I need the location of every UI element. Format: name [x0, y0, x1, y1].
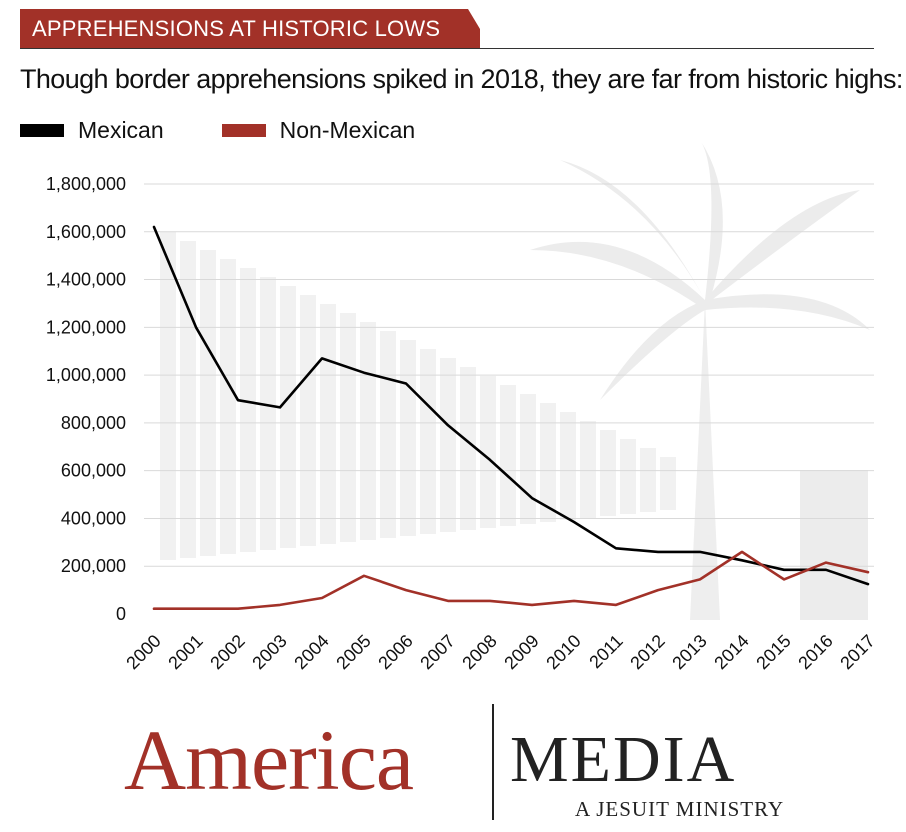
fence-panel: [160, 232, 176, 560]
x-tick-label: 2016: [794, 631, 836, 673]
legend-swatch-mexican: [20, 123, 64, 137]
fence-panel: [560, 412, 576, 520]
logo-america-wordmark: America: [124, 712, 414, 808]
x-tick-label: 2003: [248, 631, 290, 673]
x-tick-label: 2017: [836, 631, 878, 673]
fence-panel: [320, 304, 336, 544]
fence-panel: [660, 457, 676, 510]
legend-swatch-non-mexican: [221, 123, 266, 137]
fence-panel: [280, 286, 296, 548]
line-chart: 0 200,000 400,000 600,000 800,000 1,000,000 1,…: [46, 140, 879, 673]
x-tick-label: 2009: [500, 631, 542, 673]
chart-subtitle: Though border apprehensions spiked in 20…: [20, 64, 903, 94]
chart-banner: APPREHENSIONS AT HISTORIC LOWS: [20, 9, 480, 49]
x-tick-label: 2007: [416, 631, 458, 673]
fence-panel: [180, 241, 196, 558]
palm-frond: [700, 140, 723, 300]
america-media-logo: America MEDIA A JESUIT MINISTRY: [0, 700, 906, 832]
x-tick-label: 2001: [164, 631, 206, 673]
y-tick-label: 1,400,000: [46, 270, 126, 290]
fence-panel: [480, 376, 496, 528]
fence-panel: [600, 430, 616, 516]
x-tick-label: 2000: [122, 631, 164, 673]
fence-panel: [540, 403, 556, 522]
x-tick-label: 2008: [458, 631, 500, 673]
fence-panel: [620, 439, 636, 514]
fence-panel: [340, 313, 356, 542]
y-axis-tick-labels: 0 200,000 400,000 600,000 800,000 1,000,000 1,…: [46, 174, 126, 624]
fence-panel: [520, 394, 536, 524]
fence-panel: [360, 322, 376, 540]
y-tick-label: 600,000: [61, 461, 126, 481]
y-tick-label: 0: [116, 604, 126, 624]
logo-media-wordmark: MEDIA: [510, 723, 737, 796]
legend-item-non-mexican: Non-Mexican: [221, 116, 416, 144]
x-tick-label: 2004: [290, 631, 332, 673]
x-axis-tick-labels: 2000 2001 2002 2003 2004 2005 2006 2007 2008 2009…: [122, 631, 878, 673]
fence-panel: [440, 358, 456, 532]
logo-tagline: A JESUIT MINISTRY: [575, 797, 785, 821]
series-line-non-mexican: [152, 550, 870, 611]
fence-panel: [580, 421, 596, 518]
palm-frond: [560, 160, 705, 300]
legend-label-mexican: Mexican: [78, 116, 164, 143]
grid-lines: [144, 183, 874, 567]
x-tick-label: 2005: [332, 631, 374, 673]
palm-frond: [705, 294, 870, 330]
fence-panel: [240, 268, 256, 552]
palm-trunk: [690, 300, 720, 620]
fence-panel: [400, 340, 416, 536]
fence-panel: [200, 250, 216, 556]
x-tick-label: 2006: [374, 631, 416, 673]
x-tick-label: 2002: [206, 631, 248, 673]
x-tick-label: 2013: [668, 631, 710, 673]
series-line-mexican: [152, 225, 870, 586]
palm-frond: [530, 241, 705, 310]
palm-frond: [600, 300, 705, 400]
y-tick-label: 200,000: [61, 556, 126, 576]
x-tick-label: 2012: [626, 631, 668, 673]
y-tick-label: 1,600,000: [46, 222, 126, 242]
fence-panel: [420, 349, 436, 534]
y-tick-label: 800,000: [61, 413, 126, 433]
legend-label-non-mexican: Non-Mexican: [279, 116, 416, 143]
fence-panel: [380, 331, 396, 538]
legend-item-mexican: Mexican: [20, 117, 164, 144]
x-tick-label: 2014: [710, 631, 752, 673]
fence-panel: [500, 385, 516, 526]
fence-panel: [220, 259, 236, 554]
fence-panel: [260, 277, 276, 550]
logo-divider: [492, 704, 494, 820]
y-tick-label: 400,000: [61, 508, 126, 528]
x-tick-label: 2015: [752, 631, 794, 673]
x-tick-label: 2010: [542, 631, 584, 673]
fence-panel: [300, 295, 316, 546]
x-tick-label: 2011: [585, 631, 627, 673]
y-tick-label: 1,000,000: [46, 365, 126, 385]
legend: Mexican Non-Mexican: [20, 116, 473, 144]
palm-frond: [705, 190, 860, 305]
fence-panel: [460, 367, 476, 530]
series-lines: [152, 225, 870, 611]
banner-rule: [20, 48, 874, 49]
y-tick-label: 1,800,000: [46, 174, 126, 194]
background-palm-decoration: [160, 140, 870, 620]
fence-panel: [640, 448, 656, 512]
y-tick-label: 1,200,000: [46, 317, 126, 337]
building-silhouette: [800, 470, 868, 620]
